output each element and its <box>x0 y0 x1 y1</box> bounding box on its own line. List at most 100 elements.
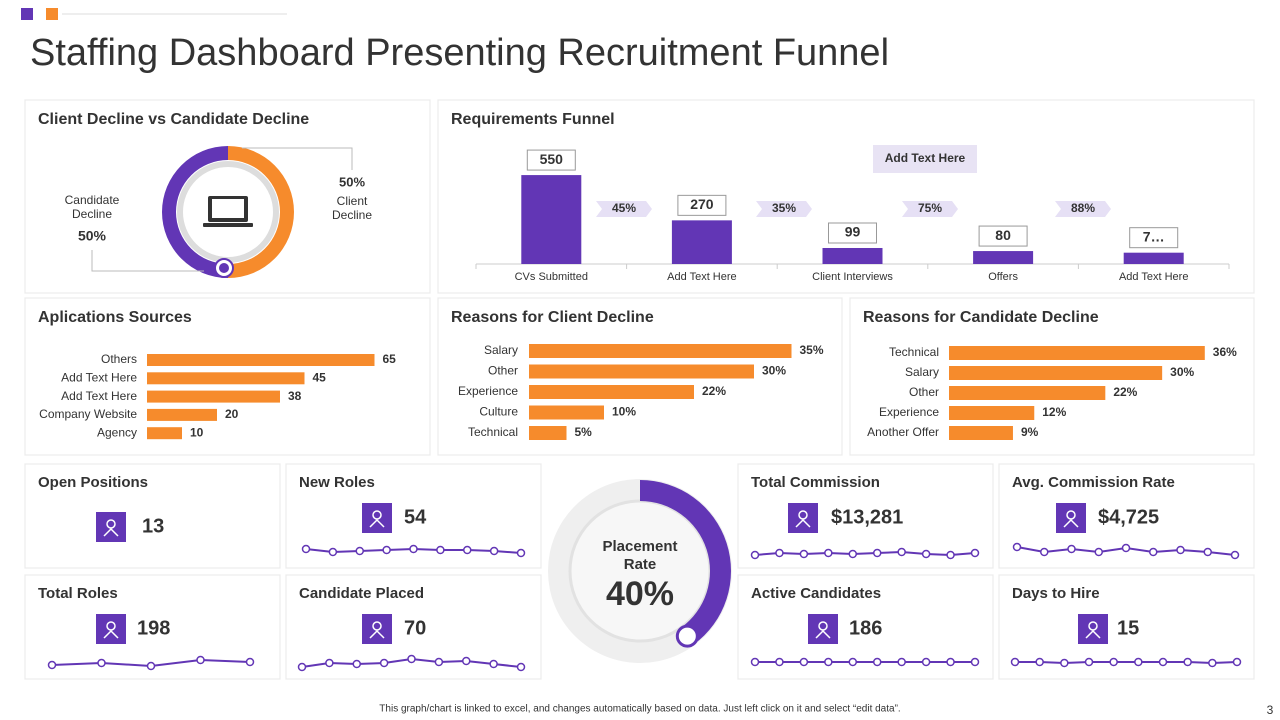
panel-title: Active Candidates <box>751 585 881 602</box>
panel <box>24 463 281 569</box>
sparkline-point <box>1010 657 1020 667</box>
panel-title: Total Commission <box>751 474 880 491</box>
bar <box>147 390 280 403</box>
kpi-value: 13 <box>142 515 164 537</box>
value-label: 80 <box>995 227 1011 243</box>
bar <box>949 386 1106 400</box>
sparkline-point <box>1084 657 1094 667</box>
sparkline-point <box>463 545 472 555</box>
sparkline-point <box>489 546 499 556</box>
footer: This graph/chart is linked to excel, and… <box>379 704 900 715</box>
bar <box>822 247 883 264</box>
sparkline-point <box>970 657 980 667</box>
value-box <box>1129 227 1179 249</box>
bar <box>949 366 1163 380</box>
category-label: Other <box>909 385 939 399</box>
bar <box>147 427 182 440</box>
sparkline-point <box>245 657 255 667</box>
sparkline-point <box>946 657 955 667</box>
sparkline-point <box>750 657 760 667</box>
kpi-icon <box>96 512 126 542</box>
kpi-value: $4,725 <box>1098 506 1159 528</box>
value-label: 22% <box>1113 385 1137 399</box>
kpi-icon-glyph <box>369 518 385 528</box>
donut-value: 50% <box>78 228 107 244</box>
sparkline-point <box>897 547 906 557</box>
sparkline-point <box>1040 547 1049 557</box>
sparkline-point <box>436 545 445 555</box>
annotation: Add Text Here <box>885 151 966 165</box>
category-label: Culture <box>479 405 518 419</box>
sparkline-point <box>409 544 418 554</box>
kpi-icon-glyph <box>1085 629 1101 639</box>
sparkline-point <box>516 548 526 558</box>
page-title: Staffing Dashboard Presenting Recruitmen… <box>30 32 889 74</box>
sparkline-point <box>355 546 364 556</box>
category-label: Technical <box>468 425 518 439</box>
panel-title: Total Roles <box>38 585 118 602</box>
value-label: 45 <box>313 370 327 384</box>
category-label: Agency <box>97 425 137 439</box>
x-tick-label: Add Text Here <box>667 271 737 283</box>
category-label: Add Text Here <box>61 389 137 403</box>
sparkline-point <box>47 660 57 670</box>
step-label: 45% <box>612 201 636 215</box>
sparkline-point <box>824 657 833 667</box>
panel-title: Reasons for Client Decline <box>451 309 654 326</box>
step-chevron <box>756 201 812 217</box>
x-tick-label: Add Text Here <box>1119 271 1189 283</box>
bar <box>147 354 375 366</box>
sparkline-point <box>1183 657 1192 667</box>
value-label: 10 <box>190 425 204 439</box>
sparkline-point <box>1109 657 1118 667</box>
value-label: 30% <box>1170 365 1194 379</box>
value-label: 550 <box>540 151 564 167</box>
panel-title: Aplications Sources <box>38 309 192 326</box>
sparkline-point <box>301 544 311 554</box>
sparkline-point <box>775 657 784 667</box>
sparkline-point <box>1094 547 1103 557</box>
bar <box>671 220 732 264</box>
sparkline-point <box>516 662 526 672</box>
kpi-value: 198 <box>137 617 170 639</box>
bar <box>147 372 305 385</box>
sparkline-point <box>848 657 858 667</box>
panel-title: New Roles <box>299 474 375 491</box>
category-label: Technical <box>889 345 939 359</box>
donut-slice <box>228 146 294 278</box>
sparkline-point <box>897 657 906 667</box>
sparkline-point <box>1060 658 1069 668</box>
sparkline-point <box>325 658 334 668</box>
kpi-value: $13,281 <box>831 506 903 528</box>
kpi-icon <box>1078 614 1108 644</box>
sparkline-point <box>407 654 416 664</box>
bar <box>1123 252 1184 264</box>
value-label: 12% <box>1042 405 1066 419</box>
sparkline-point <box>1149 547 1158 557</box>
category-label: Other <box>488 364 518 378</box>
sparkline-point <box>848 549 858 559</box>
sparkline-point <box>1230 550 1240 560</box>
kpi-icon-glyph <box>103 629 119 639</box>
value-label: 38 <box>288 389 302 403</box>
panel-title: Days to Hire <box>1012 585 1100 602</box>
kpi-icon <box>788 503 818 533</box>
kpi-value: 70 <box>404 617 426 639</box>
panel-title: Reasons for Candidate Decline <box>863 309 1099 326</box>
annotation-box <box>873 145 977 173</box>
sparkline-point <box>1208 658 1217 668</box>
sparkline-point <box>872 657 882 667</box>
donut-slice <box>162 146 228 278</box>
x-tick-label: CVs Submitted <box>515 271 588 283</box>
sparkline-point <box>921 657 931 667</box>
sparkline-point <box>382 545 391 555</box>
bar <box>529 426 567 440</box>
value-label: 22% <box>702 384 726 398</box>
kpi-icon-glyph <box>369 629 385 639</box>
category-label: Another Offer <box>867 425 939 439</box>
step-label: 75% <box>918 201 942 215</box>
kpi-value: 15 <box>1117 617 1139 639</box>
value-box <box>828 222 877 244</box>
bar <box>973 251 1034 264</box>
sparkline-point <box>824 548 833 558</box>
